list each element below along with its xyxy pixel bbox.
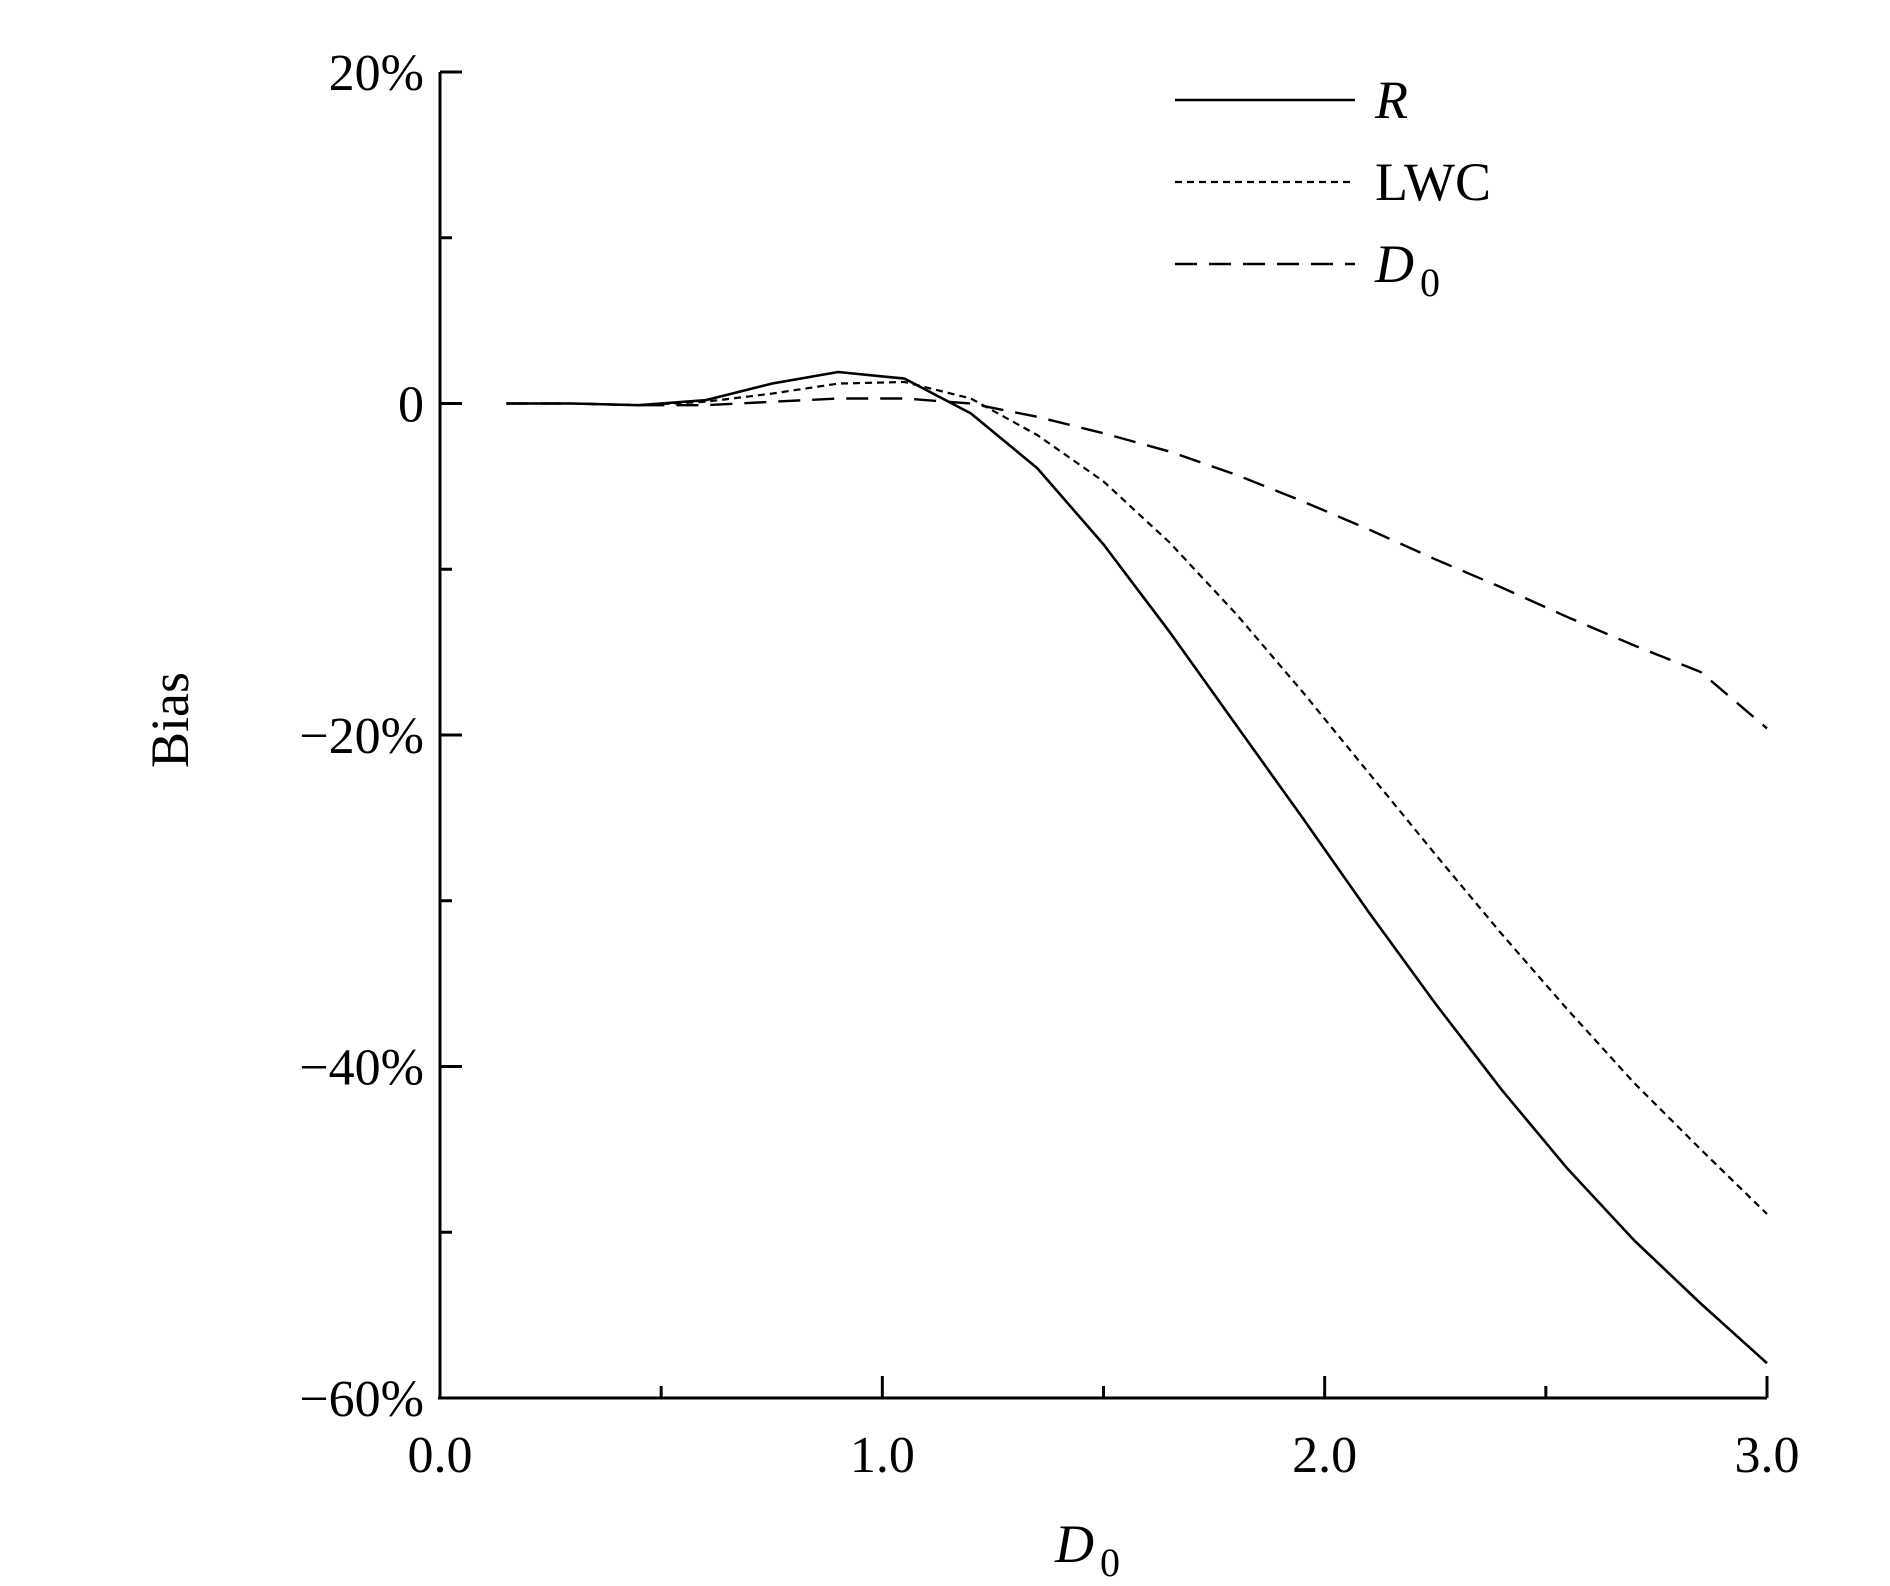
y-tick-label: 0 <box>398 377 424 434</box>
axes <box>438 72 1767 1400</box>
x-tick-label: 1.0 <box>850 1427 915 1484</box>
legend-label-main: LWC <box>1375 152 1491 212</box>
legend-label: LWC <box>1375 152 1491 212</box>
x-axis-title-main: D <box>1054 1514 1094 1574</box>
x-ticks: 0.0 1.0 2.0 3.0 <box>408 1376 1800 1484</box>
y-tick-label: −60% <box>299 1371 424 1428</box>
series-layer <box>506 370 1768 1365</box>
legend-label: R <box>1374 70 1408 130</box>
y-axis-title: Bias <box>140 672 200 768</box>
series-line-dotted <box>506 380 1768 1215</box>
legend-label-sub: 0 <box>1420 260 1440 305</box>
series-line-dashed <box>506 397 1768 730</box>
legend-label-main: R <box>1374 70 1408 130</box>
y-tick-label: −40% <box>299 1040 424 1097</box>
x-axis-title-sub: 0 <box>1100 1540 1120 1585</box>
y-tick-label: 20% <box>329 45 424 102</box>
x-tick-label: 0.0 <box>408 1427 473 1484</box>
series-line-solid <box>506 370 1768 1365</box>
y-ticks: 20% 0 −20% −40% −60% <box>299 45 462 1428</box>
legend-label-main: D <box>1374 234 1414 294</box>
x-tick-label: 2.0 <box>1292 1427 1357 1484</box>
legend: R LWC D 0 <box>1175 70 1491 305</box>
y-tick-label: −20% <box>299 708 424 765</box>
x-tick-label: 3.0 <box>1735 1427 1800 1484</box>
